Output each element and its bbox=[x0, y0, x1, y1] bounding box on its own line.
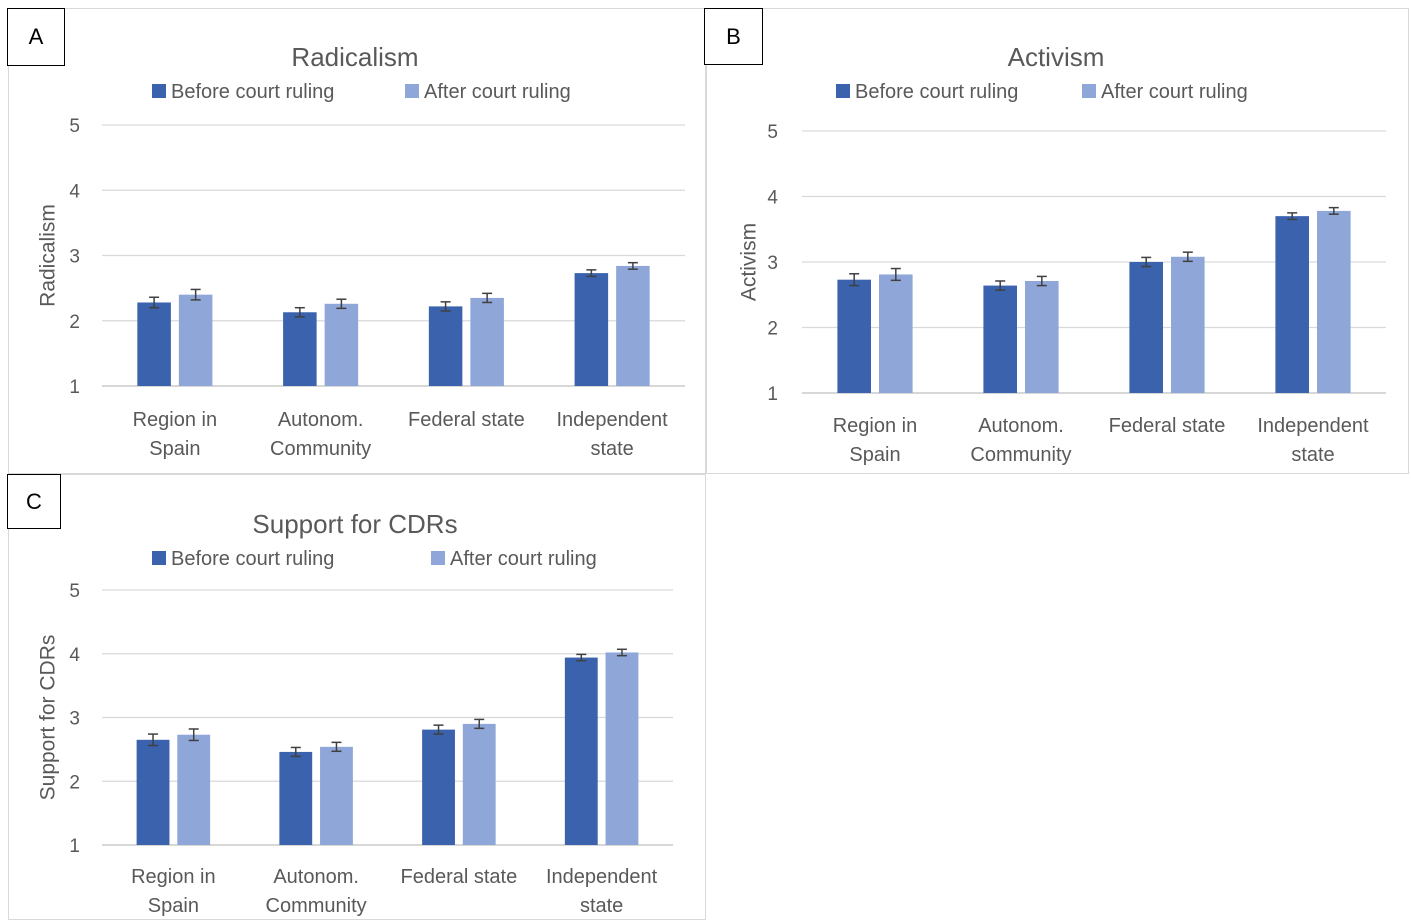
chart2-xtick-1-line0: Autonom. bbox=[273, 866, 359, 888]
chart0-xtick-2-line0: Federal state bbox=[408, 409, 525, 431]
chart2-xtick-0-line1: Spain bbox=[148, 895, 199, 917]
chart0-legend-swatch-0 bbox=[152, 84, 166, 98]
chart1-legend-swatch-1 bbox=[1082, 84, 1096, 98]
chart1-bar-s0-c0 bbox=[837, 279, 871, 393]
panel-label-a: A bbox=[7, 8, 65, 66]
chart0-ytick-3: 4 bbox=[69, 181, 80, 202]
chart0-bar-s1-c1 bbox=[324, 303, 359, 386]
chart2-legend-swatch-0 bbox=[152, 551, 166, 565]
chart1-legend-label-0: Before court ruling bbox=[855, 81, 1018, 103]
chart0-legend-swatch-1 bbox=[405, 84, 419, 98]
chart2-bar-s1-c1 bbox=[320, 746, 353, 845]
chart2-legend-swatch-1 bbox=[431, 551, 445, 565]
chart0-bar-s1-c2 bbox=[470, 297, 504, 386]
chart1-xtick-3-line1: state bbox=[1291, 444, 1334, 466]
chart1-ytick-2: 3 bbox=[767, 253, 778, 274]
chart2-ytick-0: 1 bbox=[69, 836, 80, 857]
chart1-bar-s1-c3 bbox=[1317, 210, 1351, 393]
chart2-legend-label-0: Before court ruling bbox=[171, 548, 334, 570]
chart0-bar-s1-c0 bbox=[178, 294, 213, 386]
panel-label-c: C bbox=[7, 474, 61, 529]
chart0-bar-s1-c3 bbox=[616, 265, 650, 386]
chart1-xtick-0-line1: Spain bbox=[849, 444, 900, 466]
chart2-bar-s0-c3 bbox=[564, 657, 598, 845]
chart2-xtick-0-line0: Region in bbox=[131, 866, 216, 888]
chart0-xtick-3-line1: state bbox=[590, 438, 633, 460]
chart1-xtick-0-line0: Region in bbox=[833, 415, 918, 437]
chart0-bar-s0-c0 bbox=[137, 302, 171, 386]
chart2-legend-label-1: After court ruling bbox=[450, 548, 597, 570]
chart0-xtick-0-line0: Region in bbox=[133, 409, 218, 431]
chart2-bar-s0-c2 bbox=[422, 729, 455, 845]
chart0-bar-s0-c1 bbox=[283, 312, 317, 386]
chart1-ytick-1: 2 bbox=[767, 319, 778, 340]
chart1-title: Activism bbox=[1008, 42, 1105, 72]
chart2-xtick-3-line0: Independent bbox=[546, 866, 658, 888]
chart1-legend-label-1: After court ruling bbox=[1101, 81, 1248, 103]
chart1-legend-swatch-0 bbox=[836, 84, 850, 98]
chart0-ytick-2: 3 bbox=[69, 247, 80, 268]
chart1-ylabel: Activism bbox=[737, 223, 760, 301]
chart2-ylabel: Support for CDRs bbox=[36, 635, 59, 801]
chart1-bar-s1-c2 bbox=[1171, 256, 1205, 393]
chart2-ytick-3: 4 bbox=[69, 645, 80, 666]
chart1-bar-s1-c0 bbox=[879, 274, 913, 393]
chart0-ytick-4: 5 bbox=[69, 116, 80, 137]
chart1-xtick-1-line1: Community bbox=[970, 444, 1071, 466]
chart1-bar-s0-c1 bbox=[983, 285, 1017, 393]
chart0-ylabel: Radicalism bbox=[36, 204, 59, 307]
chart2-bar-s0-c1 bbox=[279, 751, 313, 845]
chart0-xtick-0-line1: Spain bbox=[149, 438, 200, 460]
chart-panel-radicalism bbox=[8, 8, 706, 474]
chart0-bar-s0-c3 bbox=[574, 273, 609, 386]
chart2-bar-s1-c3 bbox=[605, 652, 639, 845]
chart2-bar-s1-c2 bbox=[462, 723, 496, 845]
chart0-bar-s0-c2 bbox=[428, 306, 463, 386]
chart1-bar-s1-c1 bbox=[1025, 280, 1059, 393]
chart2-xtick-1-line1: Community bbox=[266, 895, 367, 917]
chart1-bar-s0-c3 bbox=[1275, 216, 1309, 393]
chart1-xtick-2-line0: Federal state bbox=[1109, 415, 1226, 437]
chart0-xtick-1-line0: Autonom. bbox=[278, 409, 364, 431]
chart1-xtick-3-line0: Independent bbox=[1257, 415, 1369, 437]
chart2-bar-s0-c0 bbox=[136, 739, 170, 845]
chart1-ytick-4: 5 bbox=[767, 122, 778, 143]
chart0-legend-label-1: After court ruling bbox=[424, 81, 571, 103]
chart0-ytick-0: 1 bbox=[69, 377, 80, 398]
chart2-bar-s1-c0 bbox=[177, 734, 211, 845]
chart2-xtick-3-line1: state bbox=[580, 895, 623, 917]
chart1-xtick-1-line0: Autonom. bbox=[978, 415, 1064, 437]
chart2-xtick-2-line0: Federal state bbox=[401, 866, 518, 888]
chart2-ytick-2: 3 bbox=[69, 709, 80, 730]
panel-label-b: B bbox=[704, 8, 763, 65]
chart2-ytick-1: 2 bbox=[69, 772, 80, 793]
chart0-xtick-1-line1: Community bbox=[270, 438, 371, 460]
chart2-ytick-4: 5 bbox=[69, 581, 80, 602]
chart2-title: Support for CDRs bbox=[252, 509, 457, 539]
chart0-ytick-1: 2 bbox=[69, 312, 80, 333]
chart1-ytick-3: 4 bbox=[767, 188, 778, 209]
chart1-bar-s0-c2 bbox=[1129, 262, 1163, 393]
chart1-ytick-0: 1 bbox=[767, 384, 778, 405]
chart0-legend-label-0: Before court ruling bbox=[171, 81, 334, 103]
chart0-xtick-3-line0: Independent bbox=[557, 409, 669, 431]
chart0-title: Radicalism bbox=[291, 42, 418, 72]
